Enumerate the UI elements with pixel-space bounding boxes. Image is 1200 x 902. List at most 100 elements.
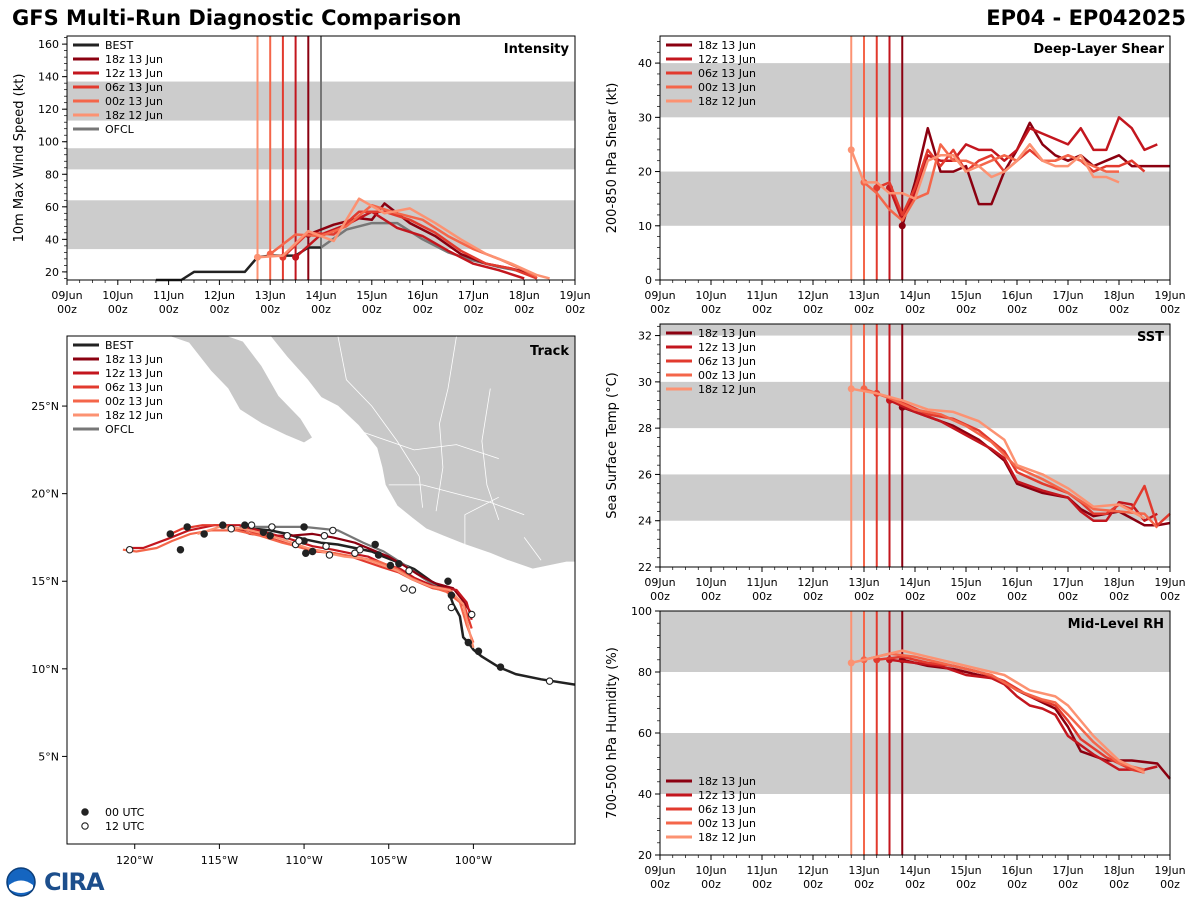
track-marker [325,551,334,559]
legend-label: 18z 13 Jun [698,775,756,788]
x-tick-label: 00z [905,590,925,603]
marker-legend-label: 00 UTC [105,806,145,819]
x-tick-label: 10Jun [695,576,726,589]
series-start-point [898,222,906,230]
series-line-run_18z_13jun [901,121,1170,227]
y-tick-label: 20 [638,166,652,179]
y-tick-label: 60 [45,201,59,214]
x-tick-label: 12Jun [797,576,828,589]
legend-label: OFCL [105,423,135,436]
panel-title: Deep-Layer Shear [1033,42,1164,57]
x-tick-label: 00z [1160,303,1180,316]
x-tick-label: 00z [1058,590,1078,603]
x-tick-label: 15Jun [950,576,981,589]
x-tick-label: 100°W [455,854,492,867]
y-tick-label: 120 [38,103,59,116]
legend-label: 00z 13 Jun [698,817,756,830]
series-line-run_00z_13jun [863,652,1145,771]
y-tick-label: 100 [38,136,59,149]
x-tick-label: 00z [752,878,772,891]
x-tick-label: 17Jun [458,289,489,302]
x-tick-label: 17Jun [1052,864,1083,877]
legend-label: 12z 13 Jun [698,341,756,354]
series-start-point [847,385,855,393]
x-tick-label: 19Jun [1154,576,1185,589]
x-tick-label: 16Jun [1001,289,1032,302]
track-marker [496,663,505,671]
track-marker [545,677,554,685]
x-tick-label: 13Jun [848,576,879,589]
x-tick-label: 00z [854,303,874,316]
threshold-band [660,63,1170,118]
storm-id: EP04 - EP042025 [986,6,1186,30]
page-title: GFS Multi-Run Diagnostic Comparison [12,6,462,30]
y-tick-label: 26 [638,468,652,481]
y-tick-label: 25°N [31,400,59,413]
series-line-run_18z_12jun [851,387,1146,520]
track-marker [464,638,473,647]
track-marker [400,584,408,592]
state-border [396,440,423,508]
y-tick-label: 22 [638,561,652,574]
legend-label: 00z 13 Jun [698,369,756,382]
y-tick-label: 60 [638,727,652,740]
track-marker [125,545,134,554]
track-marker [268,523,276,531]
land-layer [168,336,575,570]
track-marker [371,540,379,549]
y-tick-label: 15°N [31,575,59,588]
x-tick-label: 00z [362,303,382,316]
land-mass [168,336,575,570]
track-marker [395,559,403,568]
y-axis-label: 10m Max Wind Speed (kt) [12,74,27,243]
x-tick-label: 00z [650,590,670,603]
x-tick-label: 00z [854,878,874,891]
legend-label: 18z 13 Jun [105,53,163,66]
threshold-band [660,324,1170,336]
x-tick-label: 00z [1160,590,1180,603]
track-marker [200,530,208,538]
y-axis-label: 200-850 hPa Shear (kt) [605,83,620,234]
x-tick-label: 00z [210,303,230,316]
x-tick-label: 16Jun [1001,576,1032,589]
legend-label: 06z 13 Jun [105,381,163,394]
x-tick-label: 00z [854,590,874,603]
track-marker [474,647,483,656]
track-marker [219,521,227,529]
noaa-emblem-icon [6,867,36,897]
x-tick-label: 00z [514,303,534,316]
track-marker [247,521,256,529]
x-tick-label: 16Jun [407,289,438,302]
x-tick-label: 19Jun [559,289,590,302]
y-tick-label: 160 [38,38,59,51]
track-marker [259,528,268,536]
x-tick-label: 00z [464,303,484,316]
y-tick-label: 24 [638,515,652,528]
series-line-run_12z_13jun [889,658,1158,771]
legend-label: 00z 13 Jun [105,95,163,108]
x-tick-label: 00z [1058,303,1078,316]
x-tick-label: 15Jun [356,289,387,302]
y-tick-label: 10°N [31,663,59,676]
panel-title: Track [530,344,569,359]
x-tick-label: 16Jun [1001,864,1032,877]
x-tick-label: 105°W [370,854,407,867]
shear-chart: 01020304009Jun00z10Jun00z11Jun00z12Jun00… [605,35,1186,316]
state-border [464,496,499,545]
y-tick-label: 20°N [31,488,59,501]
track-marker [166,530,175,538]
x-tick-label: 115°W [201,854,238,867]
x-tick-label: 17Jun [1052,289,1083,302]
track-marker [283,531,291,540]
logo-text: CIRA [44,868,105,896]
x-tick-label: 00z [650,303,670,316]
x-tick-label: 13Jun [848,864,879,877]
x-tick-label: 09Jun [644,864,675,877]
sst-chart: 22242628303209Jun00z10Jun00z11Jun00z12Ju… [605,323,1186,603]
state-border [388,484,525,516]
filled-marker-icon [81,808,89,816]
legend-label: BEST [105,339,133,352]
series-line-run_18z_13jun [902,658,1171,780]
state-border [435,336,457,512]
legend-label: 18z 13 Jun [698,39,756,52]
